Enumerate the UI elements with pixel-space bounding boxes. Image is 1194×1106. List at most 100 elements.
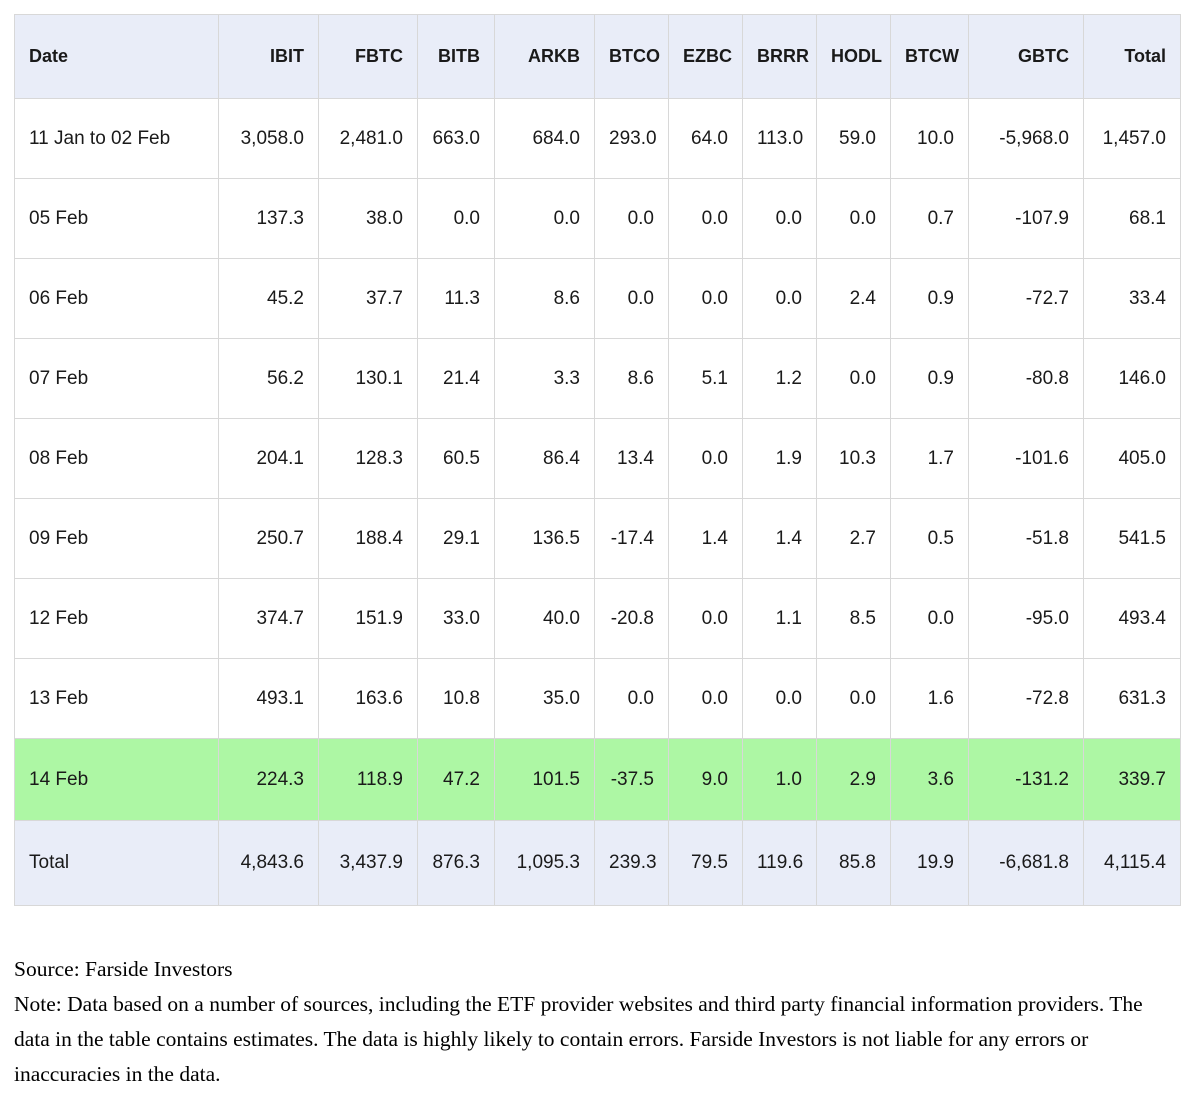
row-date: 12 Feb	[14, 578, 219, 659]
row-value: -37.5	[594, 738, 669, 821]
row-value: 0.0	[668, 258, 743, 339]
row-value: 40.0	[494, 578, 595, 659]
row-value: -6,681.8	[968, 820, 1084, 906]
row-date: 14 Feb	[14, 738, 219, 821]
row-value: 1.1	[742, 578, 817, 659]
row-value: 0.0	[890, 578, 969, 659]
row-value: 493.1	[218, 658, 319, 739]
row-value: 0.9	[890, 258, 969, 339]
row-value: 8.5	[816, 578, 891, 659]
row-value: 21.4	[417, 338, 495, 419]
row-value: 0.0	[816, 338, 891, 419]
row-value: 9.0	[668, 738, 743, 821]
row-value: 0.0	[594, 178, 669, 259]
row-value: 56.2	[218, 338, 319, 419]
row-value: 3.6	[890, 738, 969, 821]
row-value: -95.0	[968, 578, 1084, 659]
row-value: 0.0	[742, 258, 817, 339]
table-body: 11 Jan to 02 Feb 3,058.0 2,481.0 663.0 684.0…	[14, 98, 1181, 906]
row-value: 631.3	[1083, 658, 1181, 739]
row-value: 541.5	[1083, 498, 1181, 579]
row-value: 11.3	[417, 258, 495, 339]
row-value: 374.7	[218, 578, 319, 659]
row-value: 405.0	[1083, 418, 1181, 499]
row-value: -80.8	[968, 338, 1084, 419]
row-value: 876.3	[417, 820, 495, 906]
row-value: 5.1	[668, 338, 743, 419]
row-value: 130.1	[318, 338, 418, 419]
row-value: 204.1	[218, 418, 319, 499]
column-header-fbtc: FBTC	[318, 14, 418, 99]
row-value: 45.2	[218, 258, 319, 339]
row-value: 8.6	[594, 338, 669, 419]
row-value: 1.4	[742, 498, 817, 579]
column-header-hodl: HODL	[816, 14, 891, 99]
table-row: 09 Feb 250.7 188.4 29.1 136.5 -17.4 1.4 1.4 2.7 0…	[14, 498, 1181, 579]
row-value: 163.6	[318, 658, 418, 739]
table-row: 11 Jan to 02 Feb 3,058.0 2,481.0 663.0 684.0…	[14, 98, 1181, 179]
row-value: 339.7	[1083, 738, 1181, 821]
row-value: 1.9	[742, 418, 817, 499]
table-row: 12 Feb 374.7 151.9 33.0 40.0 -20.8 0.0 1.1 8.5 0.…	[14, 578, 1181, 659]
column-header-btcw: BTCW	[890, 14, 969, 99]
row-value: 0.0	[668, 418, 743, 499]
row-value: 37.7	[318, 258, 418, 339]
row-value: 1,095.3	[494, 820, 595, 906]
row-value: 0.0	[742, 658, 817, 739]
row-value: 1,457.0	[1083, 98, 1181, 179]
row-value: -101.6	[968, 418, 1084, 499]
table-row: 07 Feb 56.2 130.1 21.4 3.3 8.6 5.1 1.2 0.0 0.9 -80…	[14, 338, 1181, 419]
row-value: 0.0	[494, 178, 595, 259]
row-date: 07 Feb	[14, 338, 219, 419]
row-date: 09 Feb	[14, 498, 219, 579]
row-value: 0.0	[594, 658, 669, 739]
row-value: 188.4	[318, 498, 418, 579]
row-value: 0.0	[816, 178, 891, 259]
row-value: 293.0	[594, 98, 669, 179]
column-header-total: Total	[1083, 14, 1181, 99]
column-header-ibit: IBIT	[218, 14, 319, 99]
row-value: 151.9	[318, 578, 418, 659]
row-value: 493.4	[1083, 578, 1181, 659]
row-value: 250.7	[218, 498, 319, 579]
row-value: 1.6	[890, 658, 969, 739]
row-value: 128.3	[318, 418, 418, 499]
row-value: 1.2	[742, 338, 817, 419]
row-value: 2.4	[816, 258, 891, 339]
column-header-date: Date	[14, 14, 219, 99]
column-header-ezbc: EZBC	[668, 14, 743, 99]
row-value: 8.6	[494, 258, 595, 339]
table-row: 05 Feb 137.3 38.0 0.0 0.0 0.0 0.0 0.0 0.0 0.7 -107…	[14, 178, 1181, 259]
header-row: Date IBIT FBTC BITB ARKB BTCO EZBC BRRR HODL BTCW…	[14, 14, 1181, 99]
source-text: Source: Farside Investors	[14, 957, 233, 981]
row-value: 2.9	[816, 738, 891, 821]
row-value: 2.7	[816, 498, 891, 579]
note-text: Note: Data based on a number of sources,…	[14, 992, 1143, 1086]
row-value: 35.0	[494, 658, 595, 739]
row-value: -5,968.0	[968, 98, 1084, 179]
row-value: 224.3	[218, 738, 319, 821]
row-date: 08 Feb	[14, 418, 219, 499]
row-value: 0.0	[417, 178, 495, 259]
row-value: 10.3	[816, 418, 891, 499]
row-value: 13.4	[594, 418, 669, 499]
column-header-brrr: BRRR	[742, 14, 817, 99]
table-header: Date IBIT FBTC BITB ARKB BTCO EZBC BRRR HODL BTCW…	[14, 14, 1181, 99]
table-row: 06 Feb 45.2 37.7 11.3 8.6 0.0 0.0 0.0 2.4 0.9 -72.…	[14, 258, 1181, 339]
etf-flow-table: Date IBIT FBTC BITB ARKB BTCO EZBC BRRR HODL BTCW…	[14, 14, 1181, 906]
row-value: 663.0	[417, 98, 495, 179]
row-value: 2,481.0	[318, 98, 418, 179]
column-header-gbtc: GBTC	[968, 14, 1084, 99]
row-value: -131.2	[968, 738, 1084, 821]
row-value: 68.1	[1083, 178, 1181, 259]
row-value: 0.7	[890, 178, 969, 259]
row-value: 0.0	[668, 178, 743, 259]
row-value: 86.4	[494, 418, 595, 499]
footnote: Source: Farside Investors Note: Data bas…	[14, 952, 1176, 1092]
row-value: -17.4	[594, 498, 669, 579]
row-value: 119.6	[742, 820, 817, 906]
row-value: 4,843.6	[218, 820, 319, 906]
row-value: -20.8	[594, 578, 669, 659]
row-value: 0.9	[890, 338, 969, 419]
row-value: 146.0	[1083, 338, 1181, 419]
